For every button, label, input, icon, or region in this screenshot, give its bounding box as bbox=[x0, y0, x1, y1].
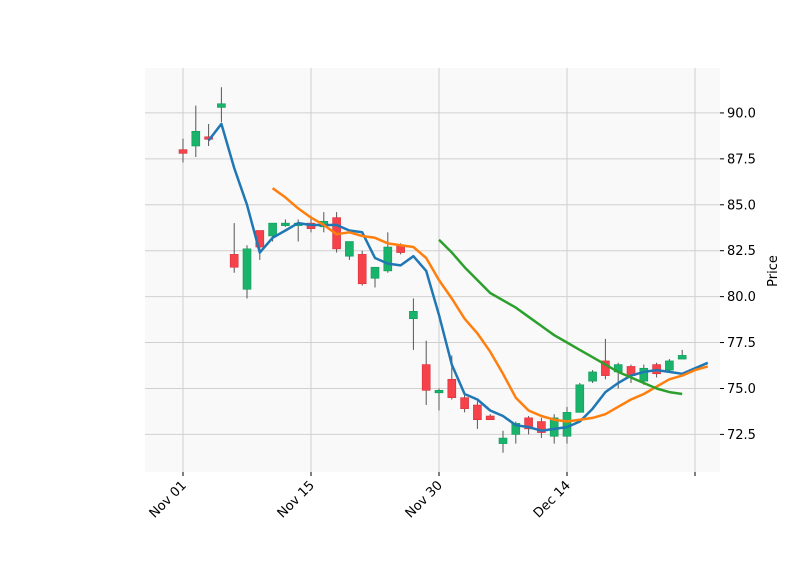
y-tick-label: 80.0 bbox=[727, 290, 756, 305]
candle-up bbox=[498, 437, 508, 444]
y-axis-label: Price bbox=[766, 255, 781, 287]
x-tick-label: Dec 14 bbox=[531, 478, 574, 521]
candle-down bbox=[537, 421, 546, 433]
y-tick-label: 77.5 bbox=[727, 336, 756, 351]
candle-up bbox=[268, 222, 277, 237]
y-tick-label: 90.0 bbox=[727, 106, 756, 121]
candle-up bbox=[217, 103, 226, 108]
x-tick-label: Nov 15 bbox=[275, 478, 318, 521]
candle-up bbox=[434, 390, 444, 394]
candle-up bbox=[383, 246, 393, 272]
candle-up bbox=[562, 412, 572, 437]
candle-down bbox=[229, 254, 239, 268]
moving-averages bbox=[207, 122, 709, 432]
candle-down bbox=[485, 415, 495, 421]
moving-average-line-ma_short bbox=[207, 122, 709, 432]
candle-up bbox=[639, 367, 649, 382]
candle-up bbox=[370, 266, 380, 279]
candle-up bbox=[345, 241, 354, 257]
y-tick-label: 87.5 bbox=[727, 152, 756, 167]
y-tick-label: 75.0 bbox=[727, 382, 756, 397]
candle-up bbox=[281, 222, 290, 226]
candle-up bbox=[242, 248, 252, 290]
moving-average-line-ma_long bbox=[438, 238, 683, 396]
y-tick-label: 85.0 bbox=[727, 198, 756, 213]
y-tick-label: 82.5 bbox=[727, 244, 756, 259]
candle-up bbox=[588, 371, 597, 382]
candle-up bbox=[575, 384, 585, 413]
candle-up bbox=[549, 417, 559, 437]
x-tick-label: Nov 30 bbox=[403, 478, 446, 521]
candle-up bbox=[665, 360, 674, 371]
candle-down bbox=[460, 397, 469, 409]
candle-up bbox=[511, 423, 521, 435]
candle-down bbox=[178, 149, 188, 154]
x-tick-label: Nov 01 bbox=[147, 478, 190, 521]
candle-down bbox=[473, 404, 482, 421]
candle-down bbox=[357, 254, 367, 285]
candle-up bbox=[191, 130, 201, 147]
candle-up bbox=[409, 311, 418, 319]
candle-down bbox=[447, 378, 457, 398]
candle-down bbox=[421, 364, 431, 391]
moving-average-line-ma_mid bbox=[271, 187, 709, 423]
candle-up bbox=[677, 355, 687, 360]
y-tick-label: 72.5 bbox=[727, 428, 756, 443]
candle-down bbox=[524, 417, 533, 430]
